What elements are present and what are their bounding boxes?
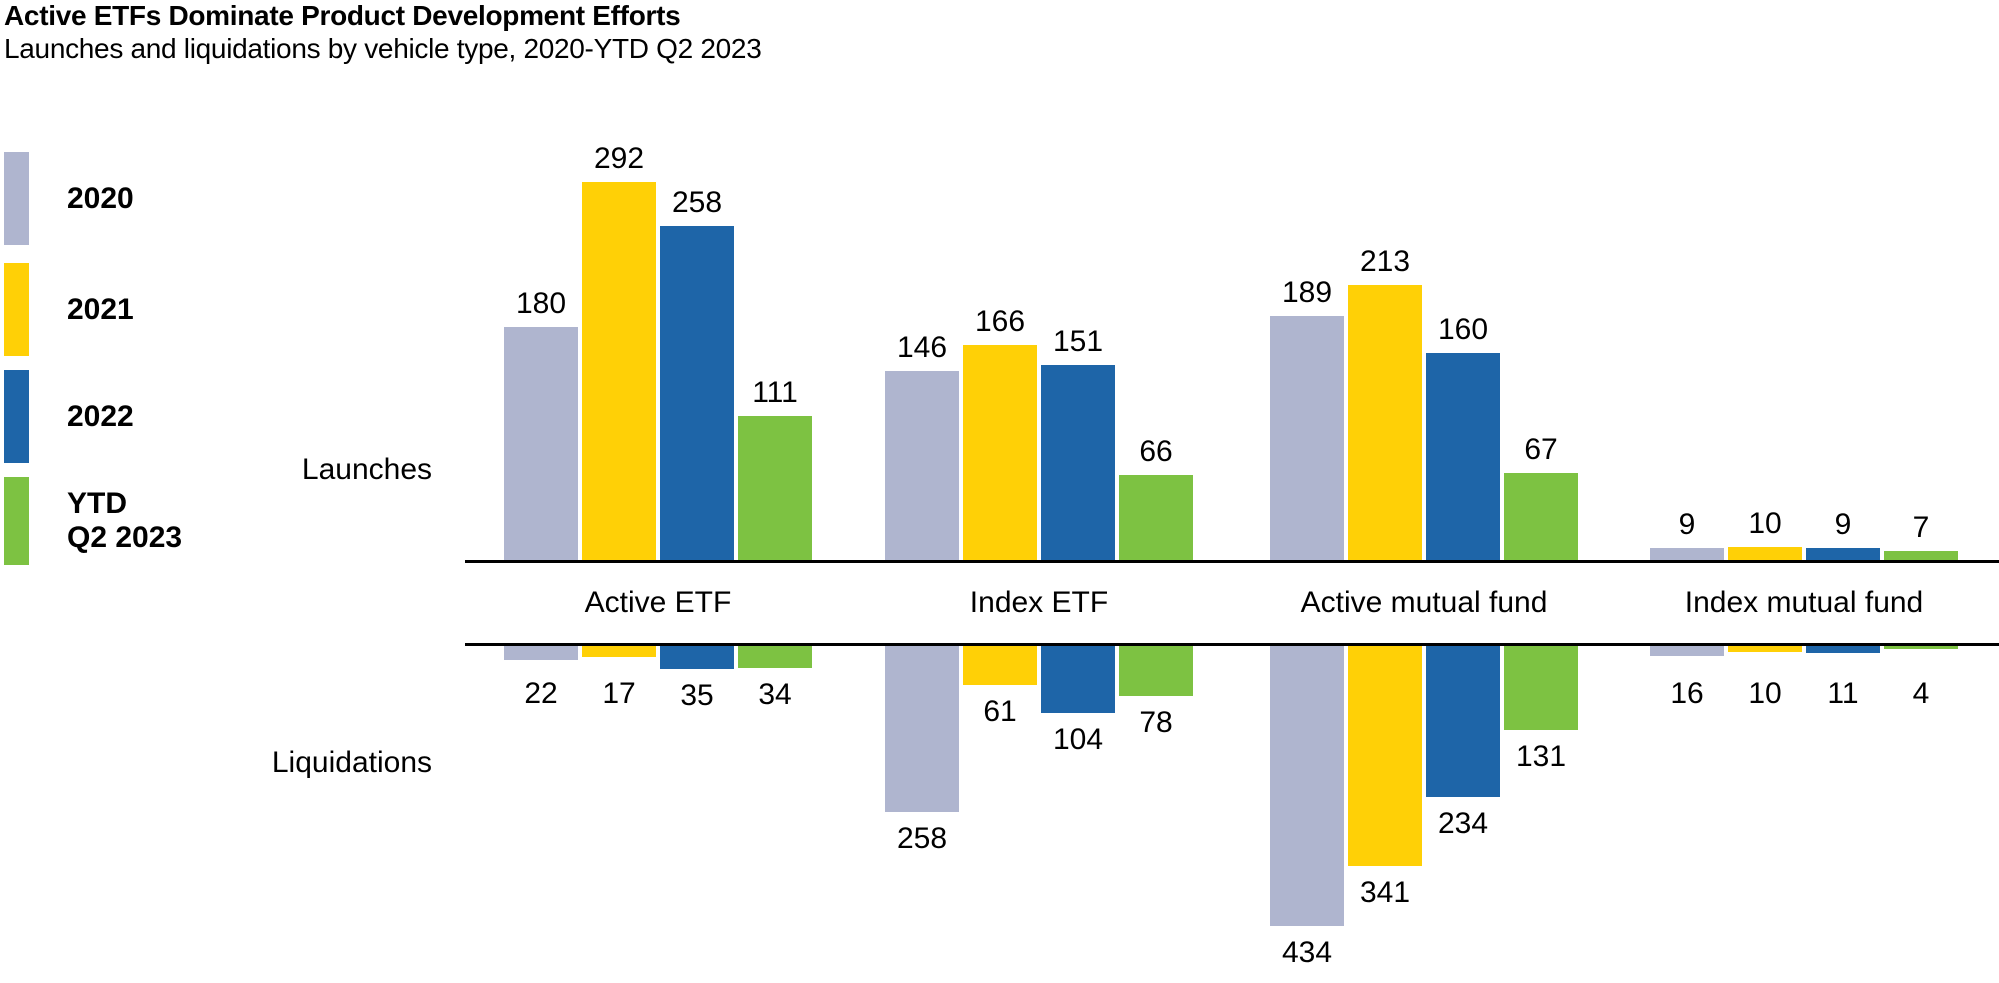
value-liquidations-2021-index-mutual-fund: 10 [1748,677,1782,710]
chart-title: Active ETFs Dominate Product Development… [4,0,681,31]
bar-liquidations-ytd-q2-2023-active-etf [738,646,812,668]
value-liquidations-2022-active-mutual-fund: 234 [1437,807,1489,840]
value-liquidations-2020-active-mutual-fund: 434 [1281,936,1333,969]
bar-liquidations-2021-active-mutual-fund [1348,646,1422,866]
legend-swatch-2020 [4,152,29,245]
bar-launches-2021-index-mutual-fund [1728,547,1802,560]
row-label-launches: Launches [301,453,432,486]
value-liquidations-ytd-q2-2023-index-mutual-fund: 4 [1912,677,1930,710]
legend-label-2021: 2021 [67,293,134,326]
value-launches-ytd-q2-2023-index-etf: 66 [1139,435,1173,468]
value-liquidations-2021-active-mutual-fund: 341 [1359,876,1411,909]
bar-launches-2021-index-etf [963,345,1037,560]
category-label-active-mutual-fund: Active mutual fund [1300,586,1548,619]
value-launches-2020-active-mutual-fund: 189 [1281,276,1333,309]
bar-launches-ytd-q2-2023-index-mutual-fund [1884,551,1958,560]
bar-launches-2022-active-mutual-fund [1426,353,1500,560]
value-launches-2022-index-mutual-fund: 9 [1834,508,1852,541]
bar-launches-ytd-q2-2023-active-etf [738,416,812,560]
bar-liquidations-ytd-q2-2023-index-mutual-fund [1884,646,1958,649]
value-launches-2020-active-etf: 180 [515,287,567,320]
value-liquidations-2022-active-etf: 35 [680,679,714,712]
bar-liquidations-2020-index-mutual-fund [1650,646,1724,656]
legend-label-ytd-q2-2023: YTD Q2 2023 [67,487,183,554]
value-launches-2021-active-etf: 292 [593,142,645,175]
bar-liquidations-2020-active-etf [504,646,578,660]
bar-liquidations-ytd-q2-2023-active-mutual-fund [1504,646,1578,730]
bar-liquidations-2021-active-etf [582,646,656,657]
legend-label-2020: 2020 [67,182,134,215]
bar-launches-2022-index-etf [1041,365,1115,560]
legend-swatch-ytd-q2-2023 [4,477,29,565]
category-label-active-etf: Active ETF [584,586,732,619]
row-label-liquidations: Liquidations [271,746,432,779]
value-launches-ytd-q2-2023-active-mutual-fund: 67 [1524,433,1558,466]
legend-label-2022: 2022 [67,400,134,433]
value-liquidations-2020-index-etf: 258 [896,822,948,855]
bar-launches-2020-index-mutual-fund [1650,548,1724,560]
value-launches-2021-active-mutual-fund: 213 [1359,245,1411,278]
chart-subtitle: Launches and liquidations by vehicle typ… [4,33,762,64]
value-launches-2020-index-etf: 146 [896,331,948,364]
bar-liquidations-2021-index-mutual-fund [1728,646,1802,652]
bar-launches-2020-active-mutual-fund [1270,316,1344,560]
value-launches-2021-index-etf: 166 [974,305,1026,338]
value-launches-2020-index-mutual-fund: 9 [1678,508,1696,541]
bar-launches-2021-active-mutual-fund [1348,285,1422,560]
bar-liquidations-2022-active-mutual-fund [1426,646,1500,797]
value-liquidations-2020-index-mutual-fund: 16 [1670,677,1704,710]
bar-launches-2020-index-etf [885,371,959,560]
bar-liquidations-2020-active-mutual-fund [1270,646,1344,926]
value-launches-ytd-q2-2023-index-mutual-fund: 7 [1912,511,1930,544]
launches-baseline [465,560,1999,563]
value-launches-2022-active-mutual-fund: 160 [1437,313,1489,346]
value-liquidations-ytd-q2-2023-index-etf: 78 [1139,706,1173,739]
value-launches-ytd-q2-2023-active-etf: 111 [752,376,798,409]
bar-liquidations-2022-index-mutual-fund [1806,646,1880,653]
bar-launches-2020-active-etf [504,327,578,560]
value-liquidations-2022-index-etf: 104 [1052,723,1104,756]
value-launches-2021-index-mutual-fund: 10 [1748,507,1782,540]
bar-liquidations-ytd-q2-2023-index-etf [1119,646,1193,696]
value-liquidations-2020-active-etf: 22 [524,677,558,710]
value-liquidations-2021-active-etf: 17 [602,677,636,710]
value-liquidations-ytd-q2-2023-active-mutual-fund: 131 [1515,740,1567,773]
legend-swatch-2021 [4,263,29,356]
liquidations-baseline [465,643,1999,646]
bar-liquidations-2020-index-etf [885,646,959,812]
legend-swatch-2022 [4,370,29,463]
category-label-index-mutual-fund: Index mutual fund [1684,586,1924,619]
category-label-index-etf: Index ETF [969,586,1109,619]
value-launches-2022-active-etf: 258 [671,186,723,219]
value-liquidations-2021-index-etf: 61 [983,695,1017,728]
value-launches-2022-index-etf: 151 [1052,325,1104,358]
value-liquidations-ytd-q2-2023-active-etf: 34 [758,678,792,711]
bar-liquidations-2022-index-etf [1041,646,1115,713]
bar-launches-2021-active-etf [582,182,656,560]
value-liquidations-2022-index-mutual-fund: 11 [1827,677,1859,710]
bar-launches-ytd-q2-2023-index-etf [1119,475,1193,560]
bar-liquidations-2021-index-etf [963,646,1037,685]
bar-liquidations-2022-active-etf [660,646,734,669]
bar-launches-2022-index-mutual-fund [1806,548,1880,560]
bar-launches-ytd-q2-2023-active-mutual-fund [1504,473,1578,560]
bar-launches-2022-active-etf [660,226,734,560]
